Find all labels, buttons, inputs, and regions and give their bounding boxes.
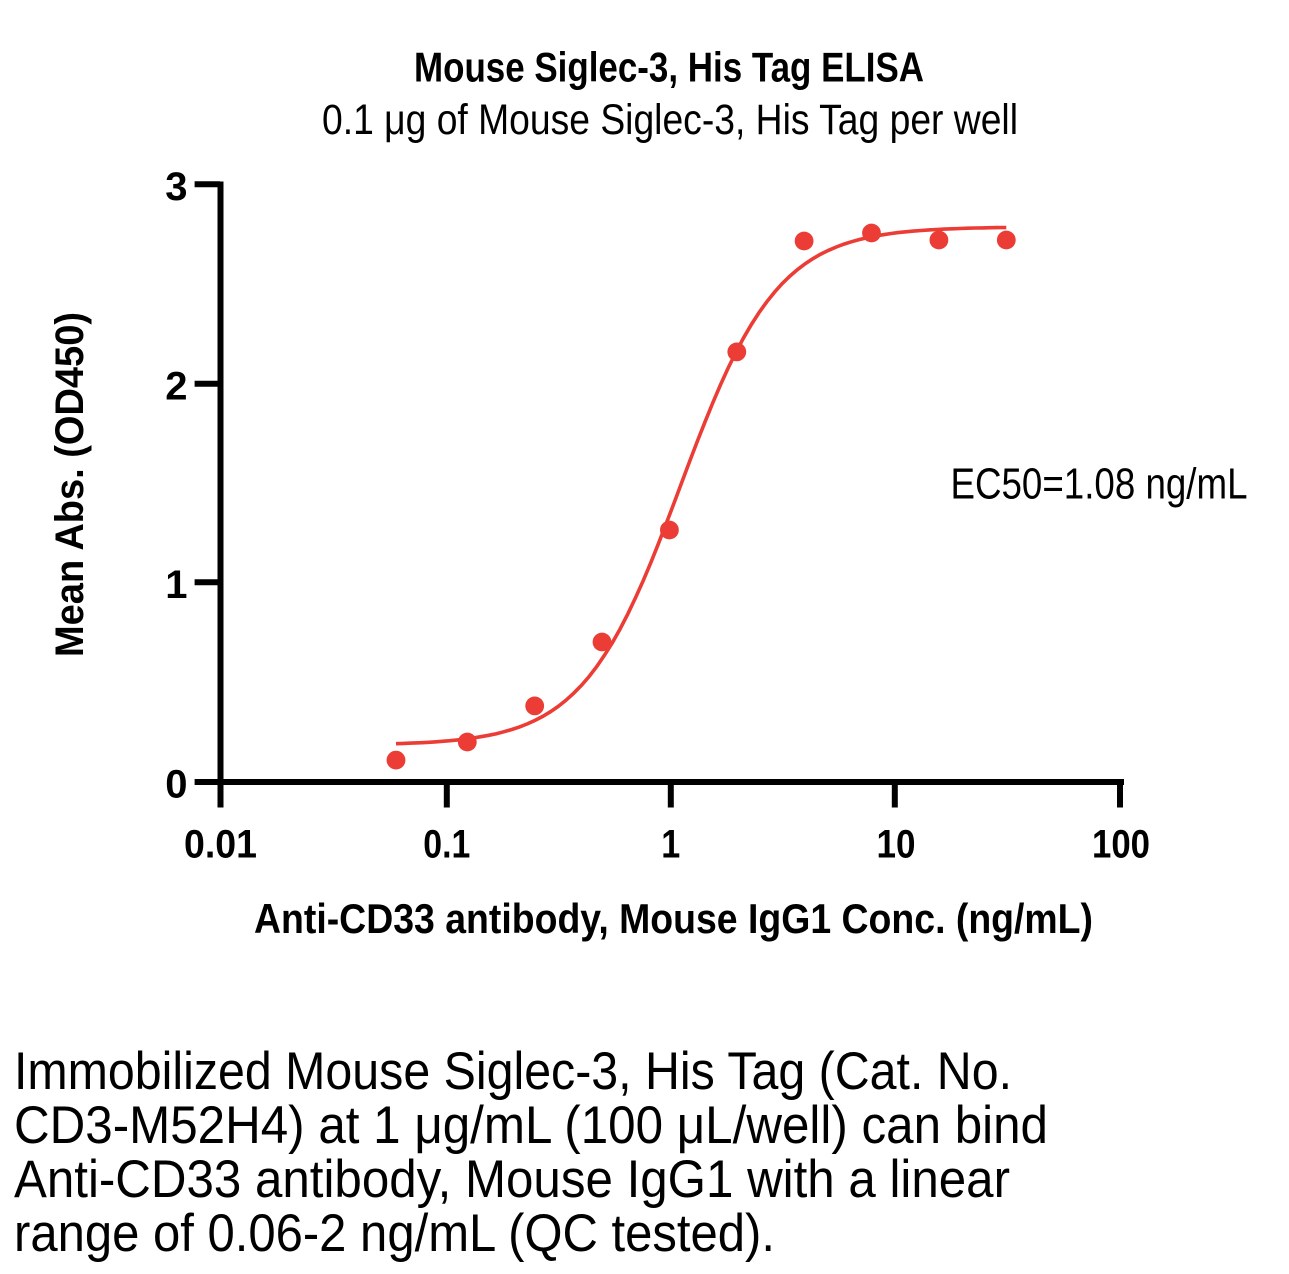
svg-text:10: 10 [877,823,916,867]
svg-text:Anti-CD33 antibody, Mouse IgG1: Anti-CD33 antibody, Mouse IgG1 Conc. (ng… [254,895,1093,942]
svg-text:0.1 μg of Mouse Siglec-3, His: 0.1 μg of Mouse Siglec-3, His Tag per we… [322,97,1018,144]
svg-text:1: 1 [165,563,187,607]
svg-text:range of 0.06-2 ng/mL (QC test: range of 0.06-2 ng/mL (QC tested). [14,1204,775,1263]
svg-text:0: 0 [165,763,187,807]
svg-text:Mean Abs. (OD450): Mean Abs. (OD450) [48,312,92,657]
svg-text:2: 2 [165,365,187,409]
svg-text:0.01: 0.01 [184,823,257,867]
svg-text:Immobilized Mouse Siglec-3, Hi: Immobilized Mouse Siglec-3, His Tag (Cat… [14,1042,1012,1101]
svg-text:0.1: 0.1 [423,823,470,867]
svg-text:EC50=1.08 ng/mL: EC50=1.08 ng/mL [951,460,1248,509]
svg-text:Mouse Siglec-3, His Tag ELISA: Mouse Siglec-3, His Tag ELISA [414,43,924,90]
svg-text:100: 100 [1092,823,1150,867]
svg-text:Anti-CD33 antibody, Mouse IgG1: Anti-CD33 antibody, Mouse IgG1 with a li… [14,1150,1010,1209]
svg-text:CD3-M52H4) at 1 μg/mL (100 μL/: CD3-M52H4) at 1 μg/mL (100 μL/well) can … [14,1096,1048,1155]
svg-text:1: 1 [661,823,680,867]
svg-text:3: 3 [165,165,187,209]
